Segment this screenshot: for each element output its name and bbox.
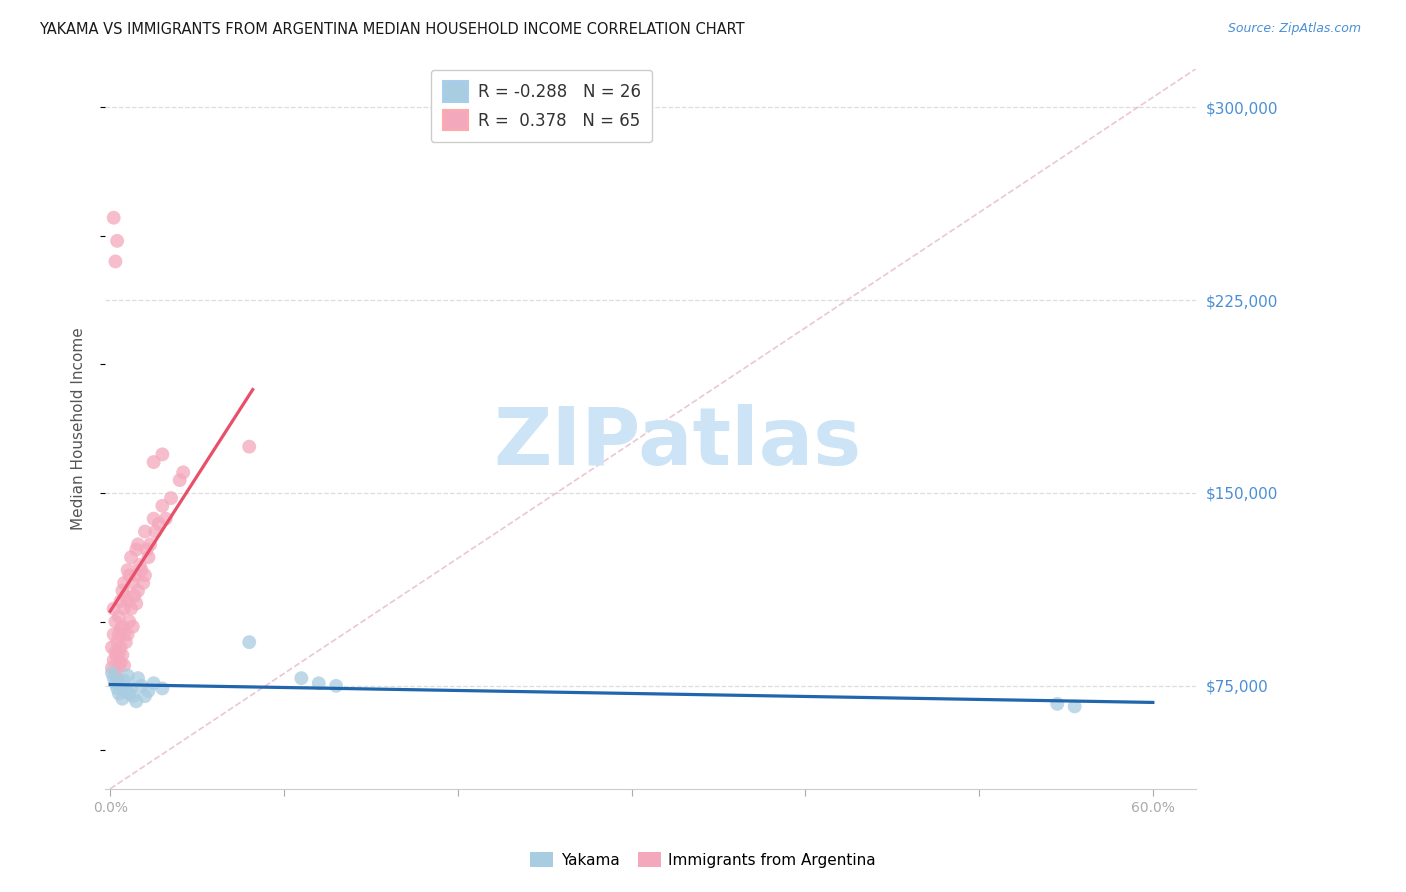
Point xyxy=(105,635,128,649)
Point xyxy=(142,511,165,525)
Point xyxy=(290,671,312,685)
Point xyxy=(172,466,194,480)
Point xyxy=(120,550,142,565)
Point xyxy=(131,563,153,577)
Point xyxy=(131,679,153,693)
Point xyxy=(142,455,165,469)
Point xyxy=(1046,697,1069,711)
Point xyxy=(112,627,135,641)
Text: ZIPatlas: ZIPatlas xyxy=(494,404,862,482)
Y-axis label: Median Household Income: Median Household Income xyxy=(72,327,86,530)
Legend: Yakama, Immigrants from Argentina: Yakama, Immigrants from Argentina xyxy=(524,846,882,873)
Point xyxy=(118,568,141,582)
Point xyxy=(111,620,134,634)
Point xyxy=(111,691,134,706)
Point xyxy=(118,615,141,629)
Point xyxy=(139,537,162,551)
Point xyxy=(112,576,135,591)
Point xyxy=(105,681,128,696)
Point xyxy=(150,499,173,513)
Point xyxy=(127,583,149,598)
Point xyxy=(121,689,143,703)
Point xyxy=(111,648,134,662)
Point xyxy=(121,620,143,634)
Point xyxy=(117,563,139,577)
Point xyxy=(112,601,135,615)
Point xyxy=(111,583,134,598)
Point xyxy=(117,668,139,682)
Point xyxy=(132,576,155,591)
Point xyxy=(127,537,149,551)
Point xyxy=(127,671,149,685)
Point xyxy=(155,511,177,525)
Point xyxy=(104,254,127,268)
Point xyxy=(121,576,143,591)
Point xyxy=(103,211,125,225)
Point xyxy=(120,601,142,615)
Point xyxy=(103,601,125,615)
Point xyxy=(134,568,156,582)
Point xyxy=(125,542,148,557)
Point xyxy=(104,665,127,680)
Point xyxy=(124,589,146,603)
Point xyxy=(118,687,141,701)
Point xyxy=(308,676,330,690)
Point xyxy=(125,568,148,582)
Point xyxy=(115,684,138,698)
Point xyxy=(108,687,131,701)
Point xyxy=(101,661,124,675)
Point xyxy=(112,673,135,688)
Point xyxy=(110,679,132,693)
Point xyxy=(105,650,128,665)
Point xyxy=(104,645,127,659)
Point xyxy=(238,635,260,649)
Point xyxy=(108,645,131,659)
Legend: R = -0.288   N = 26, R =  0.378   N = 65: R = -0.288 N = 26, R = 0.378 N = 65 xyxy=(430,70,652,142)
Point xyxy=(135,542,157,557)
Point xyxy=(138,550,160,565)
Point xyxy=(134,524,156,539)
Point xyxy=(108,658,131,673)
Point xyxy=(108,627,131,641)
Point xyxy=(110,656,132,670)
Point xyxy=(105,234,128,248)
Point xyxy=(138,684,160,698)
Point xyxy=(108,609,131,624)
Point xyxy=(169,473,191,487)
Point xyxy=(1063,699,1085,714)
Point xyxy=(145,524,167,539)
Point xyxy=(148,516,170,531)
Point xyxy=(112,658,135,673)
Text: YAKAMA VS IMMIGRANTS FROM ARGENTINA MEDIAN HOUSEHOLD INCOME CORRELATION CHART: YAKAMA VS IMMIGRANTS FROM ARGENTINA MEDI… xyxy=(39,22,745,37)
Text: Source: ZipAtlas.com: Source: ZipAtlas.com xyxy=(1227,22,1361,36)
Point xyxy=(104,676,127,690)
Point xyxy=(115,635,138,649)
Point xyxy=(325,679,347,693)
Point xyxy=(160,491,183,505)
Point xyxy=(238,440,260,454)
Point xyxy=(104,615,127,629)
Point xyxy=(101,665,124,680)
Point xyxy=(101,640,124,655)
Point xyxy=(125,694,148,708)
Point xyxy=(142,676,165,690)
Point xyxy=(128,558,150,572)
Point xyxy=(117,594,139,608)
Point xyxy=(110,622,132,636)
Point xyxy=(117,627,139,641)
Point xyxy=(105,671,128,685)
Point xyxy=(150,447,173,461)
Point xyxy=(134,689,156,703)
Point xyxy=(125,597,148,611)
Point xyxy=(120,681,142,696)
Point xyxy=(115,589,138,603)
Point xyxy=(103,671,125,685)
Point xyxy=(150,681,173,696)
Point xyxy=(110,594,132,608)
Point xyxy=(103,627,125,641)
Point xyxy=(110,640,132,655)
Point xyxy=(103,653,125,667)
